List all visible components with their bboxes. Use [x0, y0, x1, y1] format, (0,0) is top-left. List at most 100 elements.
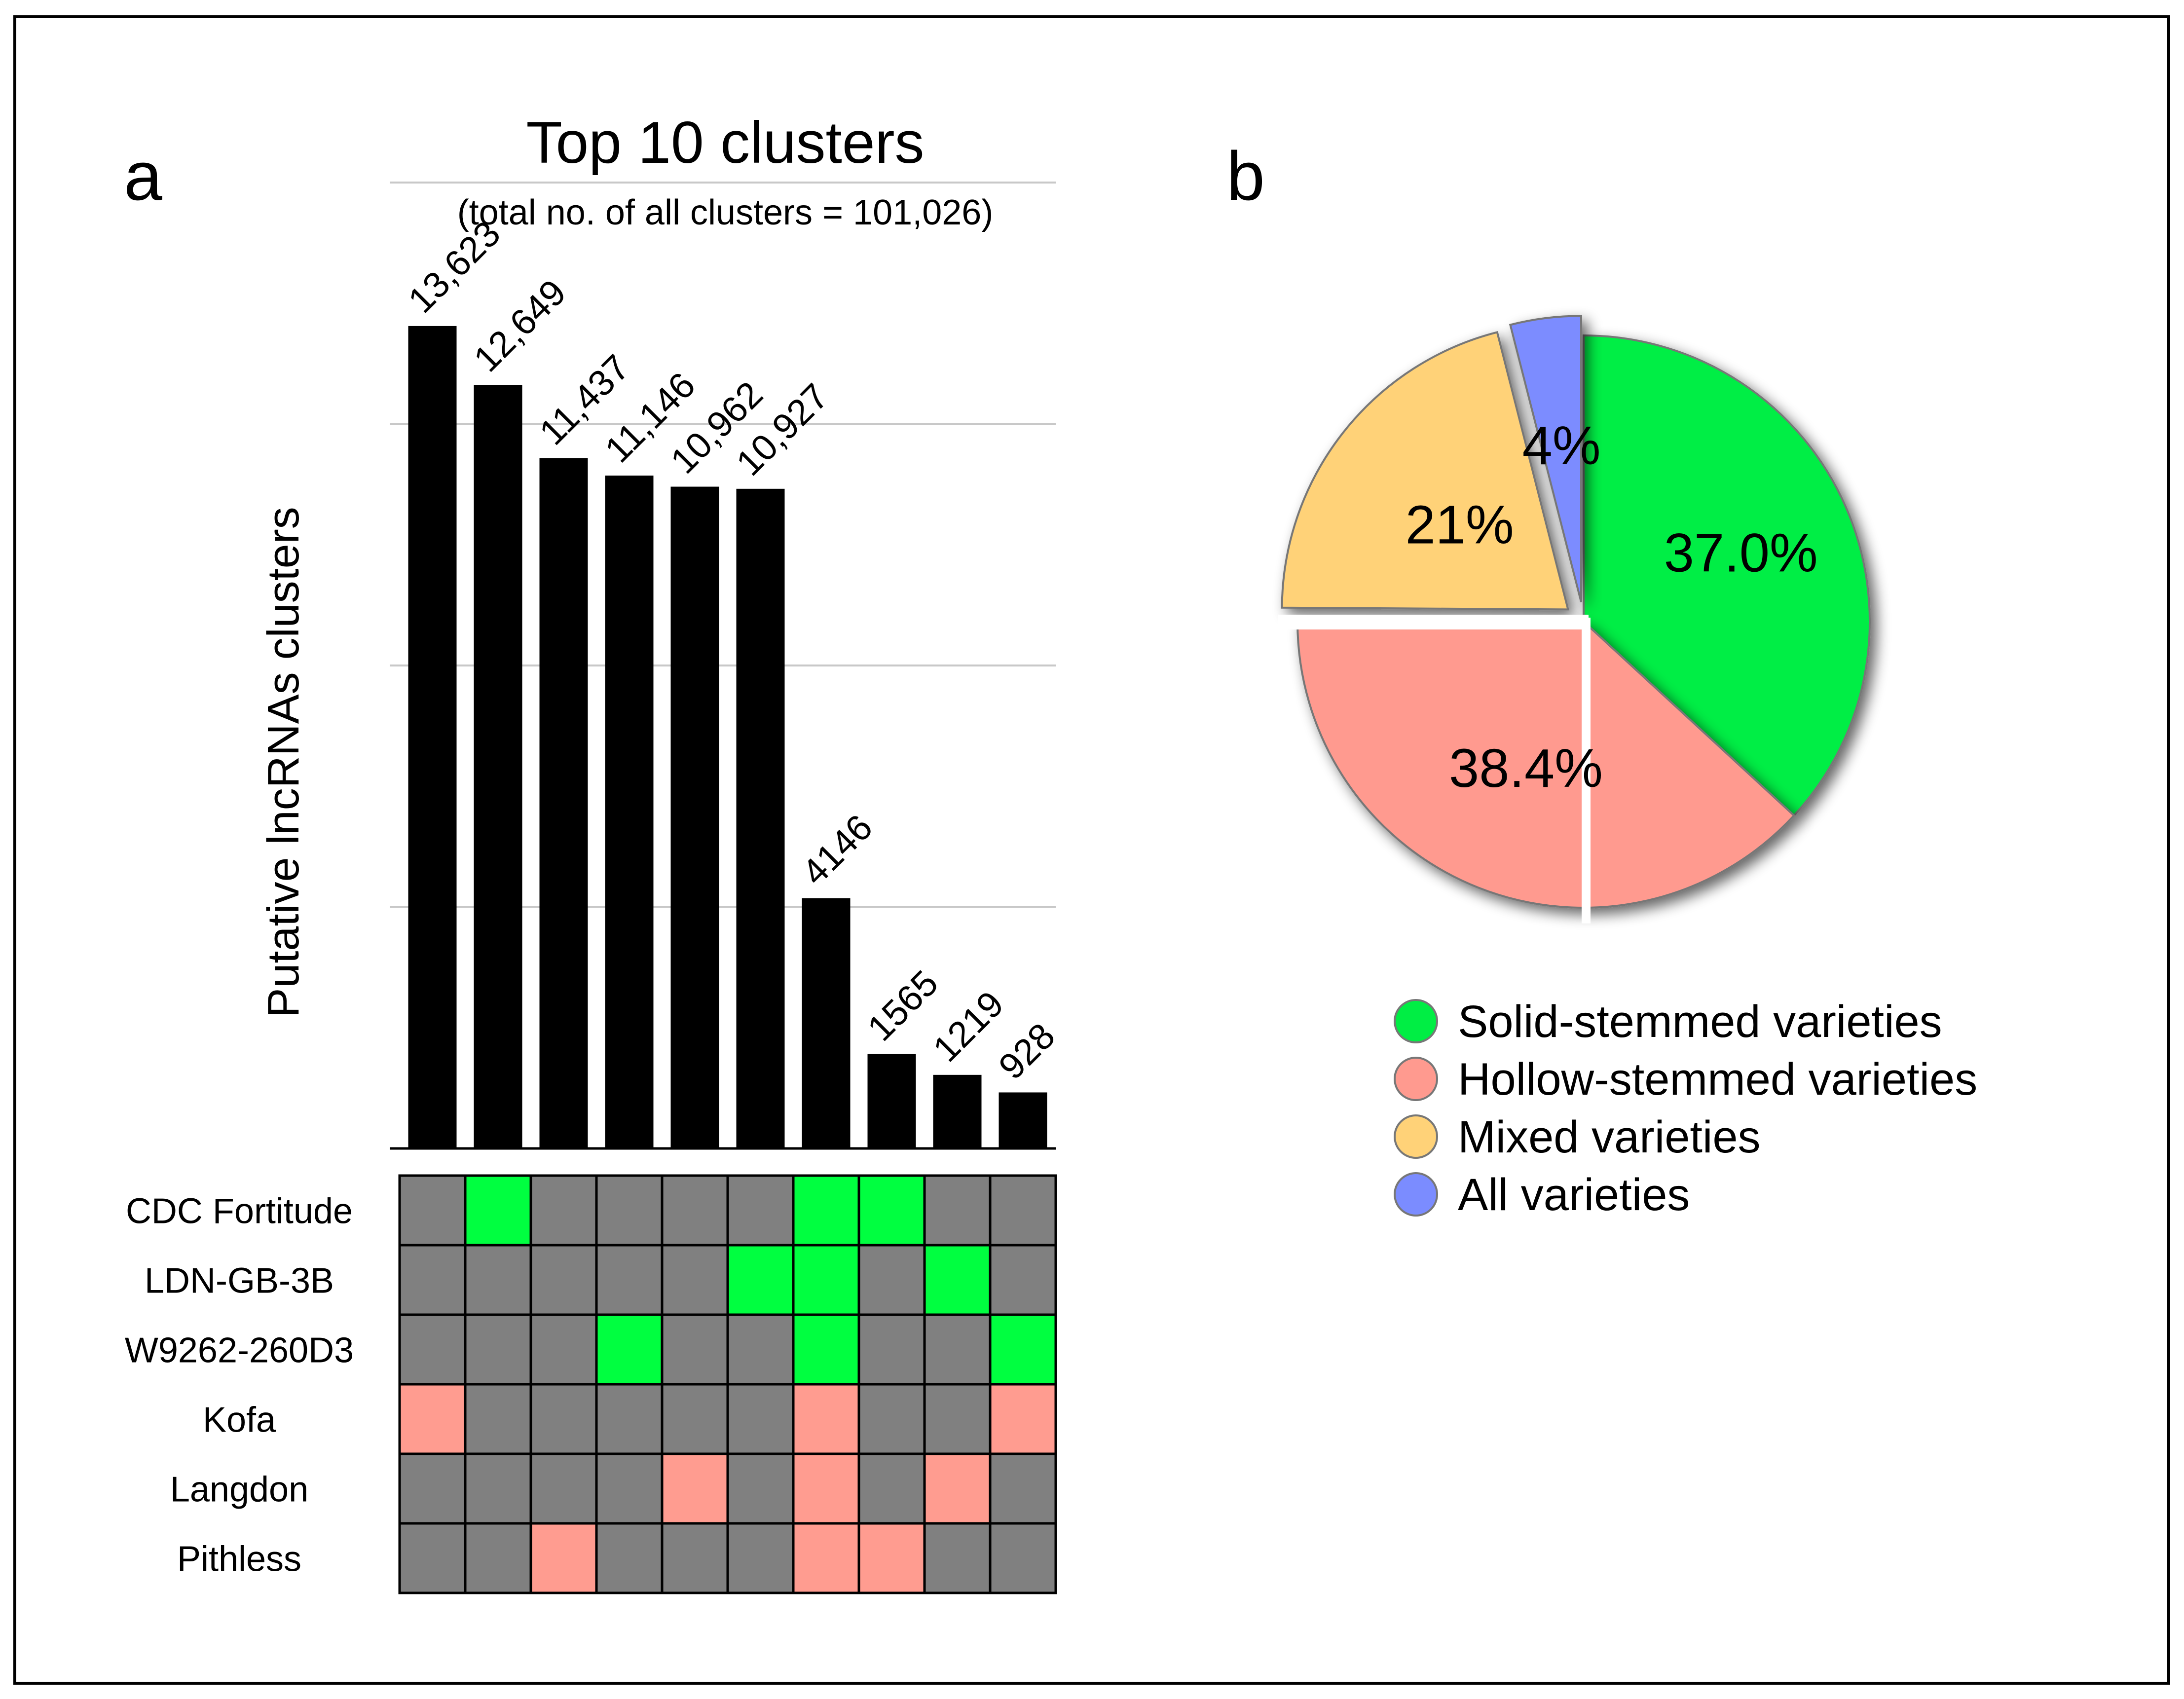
bar [408, 326, 457, 1148]
matrix-cell [989, 1452, 1057, 1525]
matrix-cell [398, 1383, 467, 1455]
matrix-cell [726, 1522, 795, 1594]
matrix-cell [857, 1313, 926, 1386]
pie-slice-label: 37.0% [1664, 522, 1818, 583]
matrix-cell [464, 1313, 532, 1386]
legend-label: Mixed varieties [1458, 1112, 1761, 1162]
matrix-cell [792, 1313, 860, 1386]
matrix-cell [792, 1522, 860, 1594]
matrix-cell [595, 1174, 664, 1247]
matrix-cell [726, 1244, 795, 1316]
bar [999, 1092, 1047, 1148]
matrix-cell [529, 1522, 598, 1594]
pie-slice [1583, 334, 1871, 817]
bar [605, 476, 654, 1148]
matrix-cell [989, 1313, 1057, 1386]
panel-label-b: b [1226, 137, 1265, 215]
legend-swatch [1394, 1172, 1438, 1217]
matrix-cell [595, 1383, 664, 1455]
bar [539, 458, 588, 1148]
matrix-cell [661, 1452, 729, 1525]
bar-chart-title: Top 10 clusters [526, 110, 924, 176]
bar-data-label: 4146 [794, 807, 880, 893]
matrix-cell [464, 1452, 532, 1525]
matrix-cell [923, 1174, 992, 1247]
pie-slice [1281, 331, 1570, 611]
legend-label: Solid-stemmed varieties [1458, 997, 1942, 1047]
matrix-cell [398, 1244, 467, 1316]
matrix-cell [398, 1313, 467, 1386]
matrix-cell [529, 1174, 598, 1247]
pie-slice [1296, 619, 1796, 909]
matrix-cell [923, 1313, 992, 1386]
matrix-cell [529, 1244, 598, 1316]
bar-chart-subtitle: (total no. of all clusters = 101,026) [457, 193, 994, 232]
matrix-row-label: CDC Fortitude [126, 1192, 353, 1231]
matrix-cell [726, 1313, 795, 1386]
matrix-cell [661, 1244, 729, 1316]
pie-gap [1582, 618, 1591, 923]
pie-chart: 37.0% 38.4% 21%4% [1278, 315, 1871, 923]
matrix-cell [595, 1244, 664, 1316]
bar-data-label: 12,649 [466, 272, 574, 380]
pie-gap [1278, 615, 1589, 629]
matrix-row-label: W9262-260D3 [125, 1331, 354, 1370]
matrix-row-label: Pithless [177, 1540, 301, 1579]
matrix-cell [857, 1244, 926, 1316]
panel-label-a: a [124, 137, 162, 215]
matrix-cell [923, 1522, 992, 1594]
matrix-cell [661, 1174, 729, 1247]
matrix-cell [857, 1174, 926, 1247]
matrix-cell [989, 1174, 1057, 1247]
matrix-cell [989, 1522, 1057, 1594]
figure-frame [13, 15, 2170, 1685]
matrix-cell [989, 1244, 1057, 1316]
matrix-cell [595, 1522, 664, 1594]
legend: Solid-stemmed varieties Hollow-stemmed va… [1394, 997, 1977, 1220]
pie-slice-label: 21% [1406, 495, 1514, 555]
bar-data-label: 13,623 [400, 213, 508, 321]
matrix-cell [661, 1522, 729, 1594]
bar [802, 898, 851, 1148]
matrix-cell [529, 1383, 598, 1455]
matrix-cell [398, 1174, 467, 1247]
matrix-cell [464, 1522, 532, 1594]
legend-label: Hollow-stemmed varieties [1458, 1054, 1977, 1105]
matrix-row-label: LDN-GB-3B [145, 1261, 334, 1301]
matrix-cell [726, 1452, 795, 1525]
matrix-cell [595, 1452, 664, 1525]
matrix-cell [923, 1244, 992, 1316]
matrix-cell [726, 1383, 795, 1455]
matrix-cell [595, 1313, 664, 1386]
legend-swatch [1394, 999, 1438, 1043]
bar [736, 488, 785, 1148]
matrix-cell [464, 1244, 532, 1316]
legend-swatch [1394, 1057, 1438, 1101]
matrix-cell [923, 1383, 992, 1455]
bar-data-label: 928 [991, 1015, 1063, 1087]
matrix-cell [529, 1313, 598, 1386]
legend-swatch [1394, 1114, 1438, 1159]
bars [408, 326, 1047, 1148]
matrix-cell [792, 1244, 860, 1316]
matrix-cell [464, 1383, 532, 1455]
matrix-cell [398, 1522, 467, 1594]
matrix-cell [857, 1452, 926, 1525]
matrix-cell [464, 1174, 532, 1247]
bar [474, 385, 522, 1148]
matrix-cell [529, 1452, 598, 1525]
legend-label: All varieties [1458, 1170, 1690, 1220]
matrix-cell [857, 1383, 926, 1455]
bar [933, 1074, 982, 1148]
bar [670, 486, 719, 1148]
matrix-cell [661, 1313, 729, 1386]
matrix-cell [726, 1174, 795, 1247]
matrix-row-label: Kofa [203, 1401, 276, 1440]
pie-slice [1509, 315, 1583, 602]
y-axis-label: Putative lncRNAs clusters [259, 507, 308, 1017]
matrix-cell [661, 1383, 729, 1455]
pie-slice-label: 4% [1522, 415, 1601, 476]
bar [867, 1054, 916, 1148]
matrix-cell [792, 1383, 860, 1455]
